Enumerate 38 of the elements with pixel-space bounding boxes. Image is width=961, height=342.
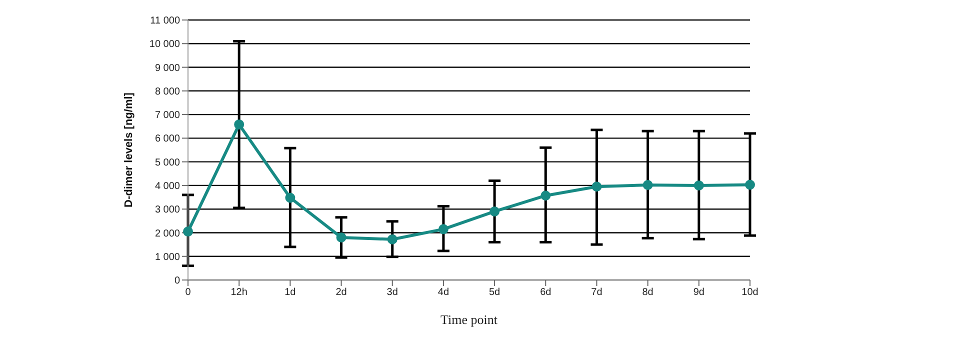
y-tick-label: 8 000 [154, 86, 180, 98]
x-tick-label: 12h [230, 287, 248, 298]
x-tick-label: 4d [438, 287, 450, 298]
point [694, 180, 704, 190]
y-tick-label: 3 000 [154, 204, 180, 216]
point [234, 119, 244, 130]
y-tick-label: 11 000 [150, 16, 180, 27]
x-tick-label: 3d [386, 287, 398, 298]
x-axis-title: Time point [440, 312, 498, 327]
point [438, 224, 448, 234]
point [490, 206, 500, 216]
point [745, 180, 755, 190]
y-tick-label: 4 000 [154, 181, 180, 192]
y-tick-label: 2 000 [154, 228, 180, 240]
x-tick-label: 6d [540, 287, 552, 298]
point [285, 192, 296, 203]
x-tick-label: 7d [591, 287, 602, 298]
point [642, 180, 653, 190]
point [540, 190, 551, 201]
y-tick-label: 6 000 [154, 134, 180, 145]
point [183, 226, 193, 237]
x-tick-label: 9d [693, 287, 704, 298]
y-tick-label: 5 000 [154, 157, 180, 168]
x-tick-label: 0 [185, 287, 192, 298]
x-tick-label: 1d [284, 287, 296, 298]
point [387, 234, 398, 244]
y-tick-label: 10 000 [149, 39, 180, 50]
point [336, 232, 346, 242]
y-tick-label: 1 000 [154, 252, 180, 263]
point [592, 182, 602, 192]
x-tick-label: 5d [488, 287, 500, 298]
y-axis-title: D-dimer levels [ng/ml] [122, 92, 135, 208]
y-tick-label: 7 000 [154, 110, 180, 122]
x-tick-label: 8d [642, 287, 654, 298]
y-tick-label: 9 000 [154, 62, 180, 74]
y-tick-label: 0 [174, 276, 180, 287]
x-tick-label: 10d [742, 287, 758, 298]
x-tick-label: 2d [336, 287, 347, 298]
